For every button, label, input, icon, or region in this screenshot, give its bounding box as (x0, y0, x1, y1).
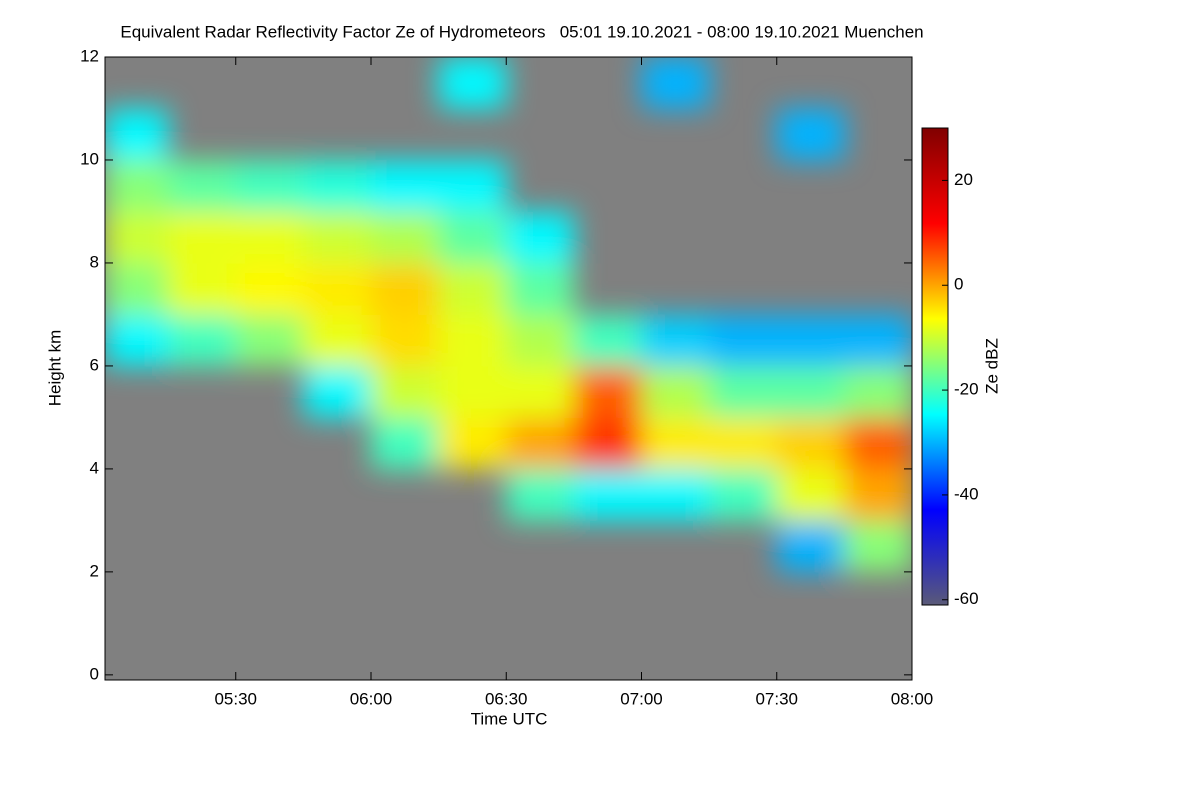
heatmap-cell (303, 365, 372, 418)
heatmap-cell (776, 365, 845, 418)
heatmap-cell (709, 417, 778, 470)
heatmap-cell (776, 314, 845, 367)
heatmap-cell (235, 159, 304, 212)
colorbar-tick-label: -20 (954, 380, 979, 399)
heatmap-cell (844, 520, 912, 573)
heatmap-cell (506, 468, 575, 521)
heatmap-cell (641, 468, 710, 521)
heatmap-cell (641, 314, 710, 367)
chart-title: Equivalent Radar Reflectivity Factor Ze … (120, 22, 923, 41)
y-tick-label: 8 (90, 252, 99, 271)
heatmap-cell (370, 417, 440, 470)
x-tick-label: 05:30 (214, 689, 257, 708)
colorbar-tick-label: 0 (954, 275, 963, 294)
heatmap-cell (370, 159, 440, 212)
heatmap-cell (776, 108, 845, 161)
heatmap-cell (303, 314, 372, 367)
heatmap-cell (438, 211, 507, 264)
heatmap-cell (235, 262, 304, 315)
heatmap-cell (506, 262, 575, 315)
heatmap-cell (776, 520, 845, 573)
heatmap-cell (235, 314, 304, 367)
y-tick-label: 0 (90, 664, 99, 683)
heatmap-cell (709, 468, 778, 521)
heatmap-cell (506, 211, 575, 264)
heatmap-cell (641, 365, 710, 418)
heatmap-cell (438, 314, 507, 367)
y-tick-label: 4 (90, 458, 99, 477)
heatmap-cell (438, 159, 507, 212)
colorbar (921, 127, 949, 606)
heatmap-cell (641, 57, 710, 109)
x-tick-label: 06:00 (350, 689, 393, 708)
heatmap-cell (370, 262, 440, 315)
heatmap-cell (573, 314, 642, 367)
y-tick-label: 6 (90, 355, 99, 374)
y-tick-label: 12 (80, 46, 99, 65)
heatmap-cell (573, 468, 642, 521)
heatmap-cell (506, 417, 575, 470)
heatmap-cell (168, 314, 237, 367)
y-axis-label: Height km (45, 330, 64, 407)
heatmap-cell (776, 468, 845, 521)
heatmap-cell (573, 417, 642, 470)
heatmap-cell (573, 365, 642, 418)
x-axis-label: Time UTC (471, 709, 548, 728)
heatmap-cell (844, 468, 912, 521)
plot-frame (104, 56, 913, 681)
heatmap-cell (370, 211, 440, 264)
heatmap-cell (303, 262, 372, 315)
heatmap-cell (105, 159, 169, 212)
x-tick-label: 07:30 (755, 689, 798, 708)
heatmap-cell (438, 57, 507, 109)
heatmap-cell (370, 365, 440, 418)
heatmap-cell (438, 262, 507, 315)
heatmap-cell (776, 417, 845, 470)
heatmap-cell (105, 108, 169, 161)
heatmap-cell (303, 159, 372, 212)
heatmap-cell (641, 417, 710, 470)
x-tick-label: 06:30 (485, 689, 528, 708)
heatmap-cell (168, 262, 237, 315)
y-tick-label: 10 (80, 149, 99, 168)
colorbar-tick-label: -60 (954, 589, 979, 608)
heatmap-cell (168, 159, 237, 212)
x-tick-label: 07:00 (620, 689, 663, 708)
heatmap-cell (844, 365, 912, 418)
heatmap-cell (303, 211, 372, 264)
heatmap-cell (438, 365, 507, 418)
heatmap-cell (438, 417, 507, 470)
heatmap-field (105, 57, 912, 573)
heatmap-cell (105, 211, 169, 264)
heatmap-cell (235, 211, 304, 264)
heatmap-cell (844, 314, 912, 367)
heatmap-cell (506, 314, 575, 367)
heatmap-cell (105, 314, 169, 367)
colorbar-label: Ze dBZ (982, 338, 1001, 394)
heatmap-cell (370, 314, 440, 367)
heatmap-cell (709, 314, 778, 367)
heatmap-cell (506, 365, 575, 418)
heatmap-cell (105, 262, 169, 315)
x-tick-label: 08:00 (891, 689, 934, 708)
colorbar-tick-label: 20 (954, 170, 973, 189)
heatmap-cell (168, 211, 237, 264)
colorbar-tick-label: -40 (954, 484, 979, 503)
heatmap-cell (844, 417, 912, 470)
heatmap-cell (709, 365, 778, 418)
y-tick-label: 2 (90, 561, 99, 580)
